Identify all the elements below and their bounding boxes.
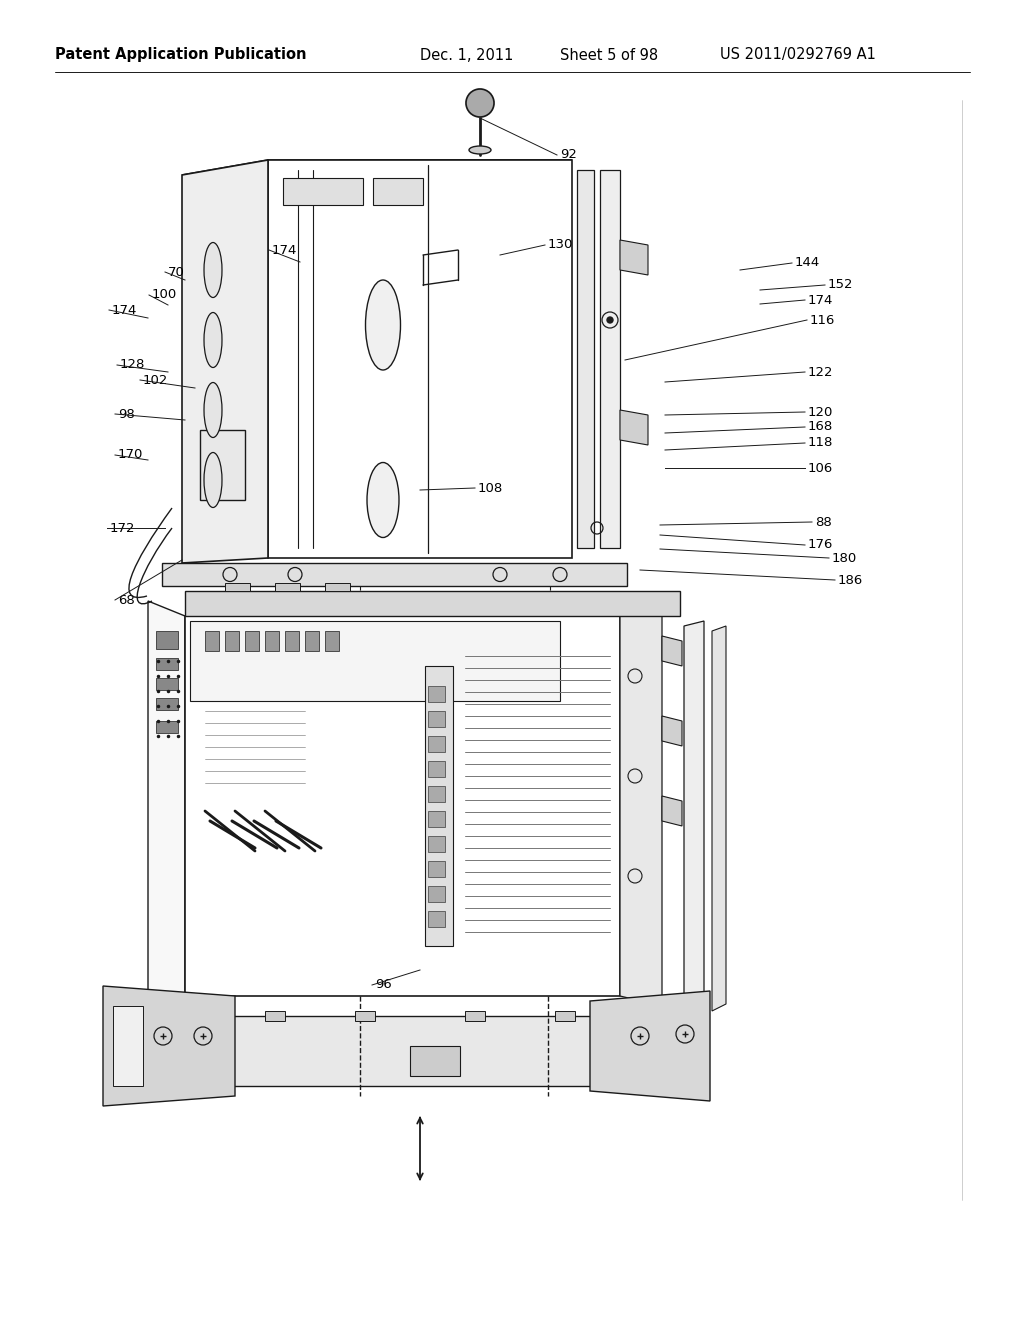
- Text: Patent Application Publication: Patent Application Publication: [55, 48, 306, 62]
- Polygon shape: [684, 620, 705, 1006]
- Polygon shape: [428, 737, 445, 752]
- Polygon shape: [590, 991, 710, 1101]
- Polygon shape: [410, 1045, 460, 1076]
- Polygon shape: [662, 715, 682, 746]
- Polygon shape: [428, 810, 445, 828]
- Polygon shape: [225, 583, 250, 591]
- Text: 144: 144: [795, 256, 820, 269]
- Ellipse shape: [204, 313, 222, 367]
- Polygon shape: [225, 631, 239, 651]
- Text: 118: 118: [808, 437, 834, 450]
- Text: 170: 170: [118, 449, 143, 462]
- Text: 88: 88: [815, 516, 831, 528]
- Text: 106: 106: [808, 462, 834, 474]
- Circle shape: [607, 317, 613, 323]
- Polygon shape: [712, 626, 726, 1011]
- Polygon shape: [245, 631, 259, 651]
- Text: 152: 152: [828, 279, 853, 292]
- Polygon shape: [265, 631, 279, 651]
- Text: 174: 174: [112, 304, 137, 317]
- Polygon shape: [428, 911, 445, 927]
- Polygon shape: [103, 986, 234, 1106]
- Polygon shape: [600, 170, 620, 548]
- Polygon shape: [205, 631, 219, 651]
- Polygon shape: [662, 636, 682, 667]
- Text: 70: 70: [168, 265, 185, 279]
- Polygon shape: [428, 861, 445, 876]
- Polygon shape: [428, 762, 445, 777]
- Polygon shape: [185, 591, 680, 616]
- Polygon shape: [182, 160, 268, 564]
- Text: US 2011/0292769 A1: US 2011/0292769 A1: [720, 48, 876, 62]
- Text: 116: 116: [810, 314, 836, 326]
- Polygon shape: [285, 631, 299, 651]
- Polygon shape: [373, 178, 423, 205]
- Text: 122: 122: [808, 366, 834, 379]
- Polygon shape: [428, 785, 445, 803]
- Polygon shape: [325, 631, 339, 651]
- Text: 92: 92: [560, 149, 577, 161]
- Ellipse shape: [204, 383, 222, 437]
- Polygon shape: [156, 631, 178, 649]
- Polygon shape: [428, 836, 445, 851]
- Text: 168: 168: [808, 421, 834, 433]
- Polygon shape: [425, 667, 453, 946]
- Polygon shape: [465, 1011, 485, 1020]
- Polygon shape: [200, 430, 245, 500]
- Polygon shape: [325, 583, 350, 591]
- Polygon shape: [355, 1011, 375, 1020]
- Text: Sheet 5 of 98: Sheet 5 of 98: [560, 48, 658, 62]
- Polygon shape: [113, 1006, 143, 1086]
- Polygon shape: [620, 606, 662, 1006]
- Text: 180: 180: [831, 552, 857, 565]
- Polygon shape: [265, 1011, 285, 1020]
- Polygon shape: [156, 721, 178, 733]
- Polygon shape: [185, 616, 620, 997]
- Text: 172: 172: [110, 521, 135, 535]
- Text: 176: 176: [808, 539, 834, 552]
- Polygon shape: [577, 170, 594, 548]
- Text: 186: 186: [838, 573, 863, 586]
- Text: 174: 174: [272, 243, 297, 256]
- Polygon shape: [268, 160, 572, 558]
- Ellipse shape: [469, 147, 490, 154]
- Text: 174: 174: [808, 293, 834, 306]
- Polygon shape: [662, 796, 682, 826]
- Text: 100: 100: [152, 289, 177, 301]
- Text: 98: 98: [118, 408, 135, 421]
- Circle shape: [466, 88, 494, 117]
- Polygon shape: [190, 620, 560, 701]
- Polygon shape: [620, 411, 648, 445]
- Polygon shape: [156, 678, 178, 690]
- Polygon shape: [428, 711, 445, 727]
- Text: FIG. 5: FIG. 5: [130, 1068, 199, 1092]
- Polygon shape: [555, 1011, 575, 1020]
- Text: 102: 102: [143, 374, 168, 387]
- Text: Dec. 1, 2011: Dec. 1, 2011: [420, 48, 513, 62]
- Polygon shape: [620, 240, 648, 275]
- Ellipse shape: [204, 243, 222, 297]
- Text: 68: 68: [118, 594, 135, 606]
- Polygon shape: [156, 657, 178, 671]
- Polygon shape: [275, 583, 300, 591]
- Ellipse shape: [366, 280, 400, 370]
- Polygon shape: [428, 686, 445, 702]
- Ellipse shape: [367, 462, 399, 537]
- Polygon shape: [182, 160, 572, 176]
- Text: 128: 128: [120, 359, 145, 371]
- Polygon shape: [148, 601, 185, 1016]
- Polygon shape: [162, 564, 627, 586]
- Text: 120: 120: [808, 405, 834, 418]
- Text: 96: 96: [375, 978, 392, 991]
- Polygon shape: [428, 886, 445, 902]
- Polygon shape: [305, 631, 319, 651]
- Ellipse shape: [204, 453, 222, 507]
- Text: 130: 130: [548, 239, 573, 252]
- Text: 108: 108: [478, 482, 503, 495]
- Polygon shape: [156, 698, 178, 710]
- Polygon shape: [128, 1016, 685, 1086]
- Polygon shape: [283, 178, 362, 205]
